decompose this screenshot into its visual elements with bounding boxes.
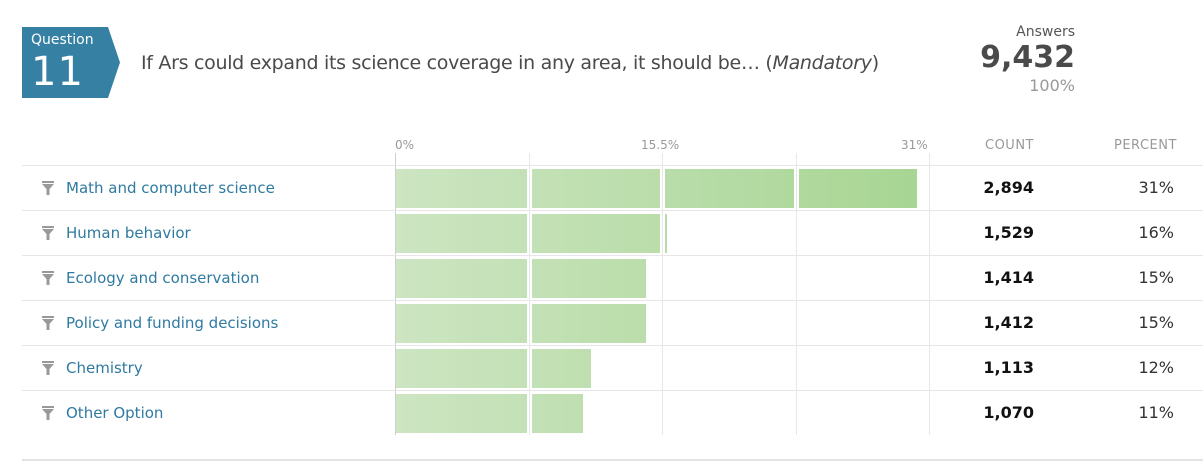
answers-percent: 100% xyxy=(1029,76,1075,95)
row-label-link[interactable]: Human behavior xyxy=(66,224,191,242)
table-row: Other Option 1,070 11% xyxy=(22,390,1203,435)
badge-shape xyxy=(22,27,120,98)
bar-segment xyxy=(396,169,527,208)
question-title: If Ars could expand its science coverage… xyxy=(141,52,879,74)
row-percent: 16% xyxy=(1138,223,1174,242)
row-label-link[interactable]: Other Option xyxy=(66,404,164,422)
table-row: Math and computer science 2,894 31% xyxy=(22,165,1203,210)
filter-icon[interactable] xyxy=(42,181,54,195)
bar-segment xyxy=(531,169,660,208)
question-label: Question xyxy=(31,32,94,48)
bar-segment xyxy=(396,349,527,388)
bar-segment xyxy=(665,214,668,253)
answers-count: 9,432 xyxy=(980,40,1075,75)
row-count: 1,414 xyxy=(983,268,1034,287)
grid-line xyxy=(929,153,930,435)
table-row: Human behavior 1,529 16% xyxy=(22,210,1203,255)
axis-tick-max: 31% xyxy=(901,138,928,152)
axis-tick-mid: 15.5% xyxy=(641,138,680,152)
answers-summary: Answers 9,432 100% xyxy=(980,24,1075,95)
grid-line xyxy=(662,153,663,435)
row-percent: 12% xyxy=(1138,358,1174,377)
percent-column-header[interactable]: PERCENT xyxy=(1114,138,1177,153)
filter-icon[interactable] xyxy=(42,406,54,420)
bar-segment xyxy=(531,394,584,433)
row-label-link[interactable]: Chemistry xyxy=(66,359,143,377)
row-count: 2,894 xyxy=(983,178,1034,197)
bar-segment xyxy=(396,394,527,433)
results-table: Math and computer science 2,894 31% Huma… xyxy=(22,165,1203,435)
row-label-link[interactable]: Ecology and conservation xyxy=(66,269,260,287)
bar-segment xyxy=(665,169,794,208)
grid-line xyxy=(395,153,396,435)
row-percent: 11% xyxy=(1138,403,1174,422)
answers-label: Answers xyxy=(1016,24,1075,40)
bar-segment xyxy=(396,214,527,253)
row-percent: 31% xyxy=(1138,178,1174,197)
row-label-link[interactable]: Math and computer science xyxy=(66,179,275,197)
count-column-header[interactable]: COUNT xyxy=(985,138,1034,153)
row-label-link[interactable]: Policy and funding decisions xyxy=(66,314,279,332)
question-title-end: ) xyxy=(871,52,879,74)
question-title-text: If Ars could expand its science coverage… xyxy=(141,52,773,74)
grid-line xyxy=(796,153,797,435)
filter-icon[interactable] xyxy=(42,361,54,375)
filter-icon[interactable] xyxy=(42,316,54,330)
table-row: Policy and funding decisions 1,412 15% xyxy=(22,300,1203,345)
table-bottom-divider xyxy=(22,459,1203,461)
bar-segment xyxy=(531,304,646,343)
filter-icon[interactable] xyxy=(42,226,54,240)
row-count: 1,113 xyxy=(983,358,1034,377)
table-row: Chemistry 1,113 12% xyxy=(22,345,1203,390)
row-count: 1,070 xyxy=(983,403,1034,422)
filter-icon[interactable] xyxy=(42,271,54,285)
grid-line xyxy=(529,153,530,435)
question-badge: Question 11 xyxy=(22,27,120,98)
mandatory-tag: Mandatory xyxy=(772,52,873,74)
question-number: 11 xyxy=(31,49,84,95)
bar-segment xyxy=(396,259,527,298)
row-percent: 15% xyxy=(1138,313,1174,332)
bar-segment xyxy=(531,214,660,253)
row-count: 1,529 xyxy=(983,223,1034,242)
bar-segment xyxy=(396,304,527,343)
table-row: Ecology and conservation 1,414 15% xyxy=(22,255,1203,300)
row-count: 1,412 xyxy=(983,313,1034,332)
bar-segment xyxy=(531,259,647,298)
bar-segment xyxy=(531,349,592,388)
bar-segment xyxy=(798,169,917,208)
row-percent: 15% xyxy=(1138,268,1174,287)
axis-tick-0: 0% xyxy=(395,138,415,152)
